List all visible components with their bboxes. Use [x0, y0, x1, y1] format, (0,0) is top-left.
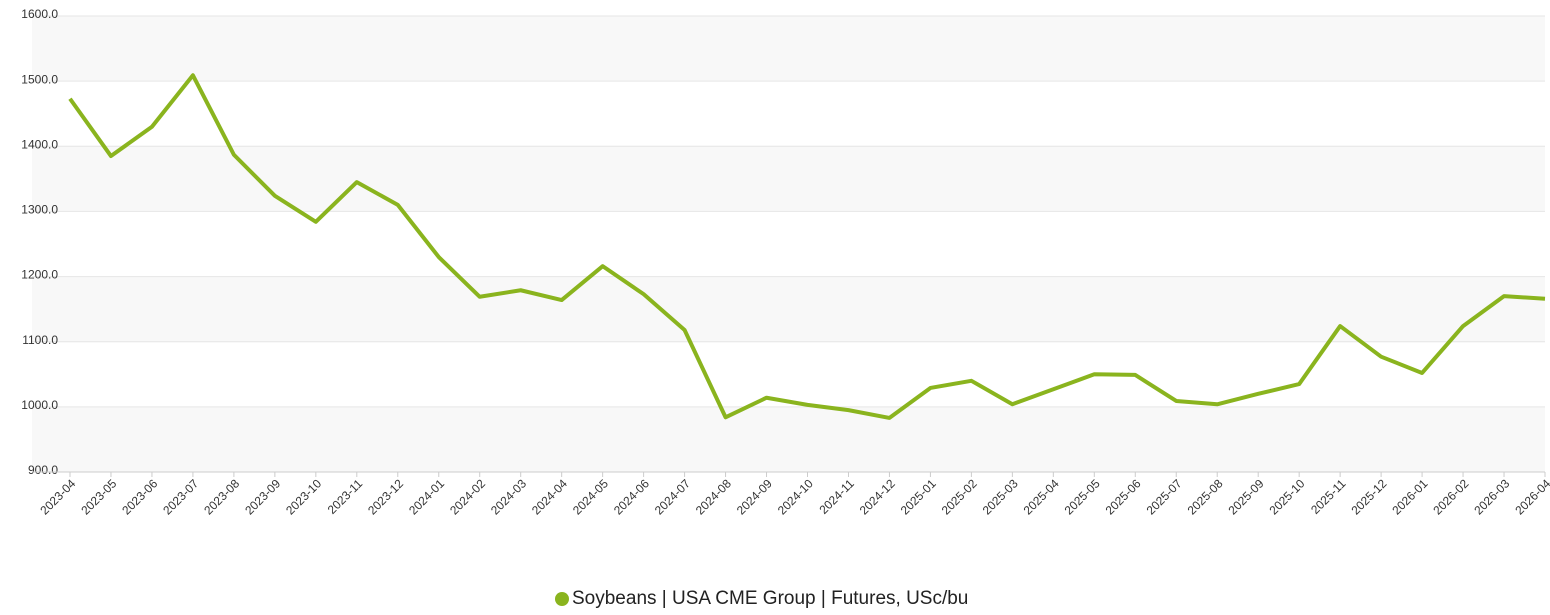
- x-tick-label: 2023-06: [119, 476, 160, 517]
- y-tick-label: 1600.0: [21, 7, 58, 21]
- y-tick-label: 1000.0: [21, 398, 58, 412]
- x-tick-label: 2024-07: [652, 476, 693, 517]
- x-tick-label: 2025-06: [1103, 476, 1144, 517]
- x-tick-label: 2025-12: [1348, 476, 1389, 517]
- x-tick-label: 2023-08: [201, 476, 242, 517]
- x-tick-label: 2025-10: [1266, 476, 1307, 517]
- x-tick-label: 2025-04: [1021, 476, 1062, 517]
- legend-label: Soybeans | USA CME Group | Futures, USc/…: [572, 588, 968, 609]
- x-tick-label: 2024-10: [775, 476, 816, 517]
- x-tick-label: 2024-02: [447, 476, 488, 517]
- x-tick-label: 2026-04: [1512, 476, 1550, 517]
- series-line: [68, 73, 1546, 420]
- x-tick-label: 2023-09: [242, 476, 283, 517]
- x-tick-label: 2024-04: [529, 476, 570, 517]
- x-tick-label: 2025-01: [898, 476, 939, 517]
- x-tick-label: 2026-01: [1389, 476, 1430, 517]
- x-tick-label: 2023-10: [283, 476, 324, 517]
- x-tick-label: 2024-09: [734, 476, 775, 517]
- plot-band: [32, 16, 1545, 82]
- y-tick-label: 1300.0: [21, 203, 58, 217]
- legend-item: Soybeans | USA CME Group | Futures, USc/…: [555, 588, 968, 609]
- x-tick-label: 2025-05: [1062, 476, 1103, 517]
- x-tick-label: 2025-03: [980, 476, 1021, 517]
- x-tick-label: 2024-03: [488, 476, 529, 517]
- x-tick-label: 2024-12: [857, 476, 898, 517]
- x-tick-label: 2023-04: [37, 476, 78, 517]
- x-tick-label: 2024-06: [611, 476, 652, 517]
- x-tick-label: 2024-01: [406, 476, 447, 517]
- legend-marker: [555, 592, 569, 606]
- x-tick-label: 2025-02: [939, 476, 980, 517]
- y-tick-label: 1500.0: [21, 72, 58, 86]
- x-tick-label: 2023-05: [78, 476, 119, 517]
- plot-band: [32, 276, 1545, 342]
- x-tick-label: 2025-09: [1226, 476, 1267, 517]
- x-tick-label: 2023-07: [160, 476, 201, 517]
- x-tick-label: 2024-05: [570, 476, 611, 517]
- x-tick-label: 2023-11: [325, 476, 366, 517]
- x-tick-label: 2026-03: [1471, 476, 1512, 517]
- x-tick-label: 2024-11: [816, 476, 857, 517]
- x-tick-label: 2025-11: [1308, 476, 1349, 517]
- y-tick-label: 1100.0: [22, 333, 58, 347]
- y-tick-label: 1400.0: [21, 137, 58, 151]
- plot-band: [32, 406, 1545, 472]
- x-tick-label: 2025-08: [1185, 476, 1226, 517]
- x-tick-label: 2026-02: [1430, 476, 1471, 517]
- y-tick-label: 1200.0: [21, 268, 58, 282]
- x-tick-label: 2023-12: [365, 476, 406, 517]
- x-tick-label: 2024-08: [693, 476, 734, 517]
- y-tick-label: 900.0: [28, 463, 58, 477]
- x-tick-label: 2025-07: [1144, 476, 1185, 517]
